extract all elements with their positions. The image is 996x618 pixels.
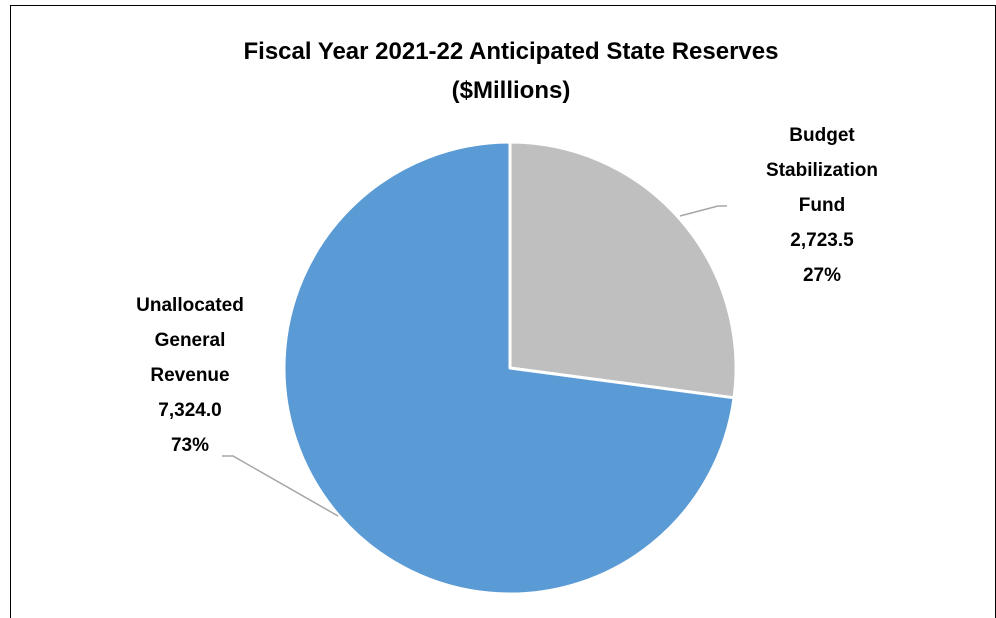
data-label-1-line-0: Unallocated — [136, 295, 244, 316]
chart-title-line-1: Fiscal Year 2021-22 Anticipated State Re… — [244, 38, 779, 65]
data-label-0-line-1: Stabilization — [766, 160, 878, 181]
chart-title-line-2: ($Millions) — [452, 77, 571, 104]
leader-lines — [222, 205, 727, 517]
pie-slices — [282, 140, 738, 596]
data-label-0-line-3: 2,723.5 — [790, 230, 854, 251]
chart-title: Fiscal Year 2021-22 Anticipated State Re… — [244, 38, 779, 104]
leader-line-0 — [679, 205, 727, 217]
pie-slice-1 — [282, 140, 736, 596]
data-label-1-line-1: General — [155, 330, 226, 351]
data-label-0-line-0: Budget — [789, 125, 855, 146]
data-labels: Budget Stabilization Fund 2,723.5 27% Unalloc… — [136, 125, 878, 456]
leader-line-1 — [222, 455, 339, 517]
data-label-0-line-4: 27% — [803, 265, 841, 286]
pie-slice-0 — [508, 140, 738, 400]
data-label-0-line-2: Fund — [799, 195, 845, 216]
data-label-1-line-2: Revenue — [150, 365, 229, 386]
data-label-1-line-3: 7,324.0 — [158, 400, 221, 421]
data-label-1-line-4: 73% — [171, 435, 209, 456]
